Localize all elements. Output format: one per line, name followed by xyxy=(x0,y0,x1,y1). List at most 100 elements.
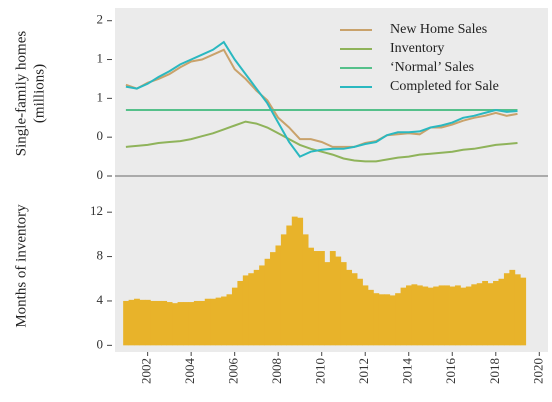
bar xyxy=(270,252,276,346)
bar xyxy=(280,234,287,346)
bar xyxy=(476,283,483,346)
bar xyxy=(308,247,314,346)
y-tick-label: 2 xyxy=(97,12,104,27)
bar xyxy=(128,299,135,346)
x-tick-label: 2004 xyxy=(182,358,197,385)
y-axis-label: (millions) xyxy=(31,64,47,123)
bar xyxy=(139,299,146,346)
y-tick-label: 0 xyxy=(97,336,104,351)
bar xyxy=(253,269,260,346)
bar xyxy=(150,300,157,346)
bar xyxy=(460,287,467,346)
y-tick-label: 0 xyxy=(97,128,104,143)
y-tick-label: 12 xyxy=(90,203,103,218)
y-tick-label: 4 xyxy=(97,292,104,307)
bar xyxy=(411,284,418,346)
x-tick-label: 2010 xyxy=(313,358,328,384)
bar xyxy=(215,297,222,346)
bar xyxy=(123,300,129,346)
bar xyxy=(449,286,456,346)
bar xyxy=(199,300,206,346)
bar xyxy=(155,300,162,346)
bar xyxy=(406,285,412,346)
bar xyxy=(297,217,304,346)
bar xyxy=(313,251,320,346)
bar xyxy=(422,286,429,346)
x-tick-label: 2012 xyxy=(356,358,371,384)
x-tick-label: 2014 xyxy=(400,358,415,385)
bar xyxy=(454,285,461,346)
bar xyxy=(400,287,407,346)
bar xyxy=(487,283,494,346)
series-line xyxy=(125,120,518,163)
bar xyxy=(210,298,217,346)
bar xyxy=(221,296,227,346)
y-tick-label: 8 xyxy=(97,248,104,263)
bar xyxy=(427,287,434,346)
legend-label: Inventory xyxy=(390,41,444,56)
bar xyxy=(367,289,374,346)
bar xyxy=(389,295,396,346)
bar xyxy=(438,285,445,346)
bar xyxy=(291,216,298,346)
legend-label: New Home Sales xyxy=(390,22,487,37)
bar xyxy=(177,302,184,346)
bar xyxy=(193,300,200,346)
bar xyxy=(134,298,140,346)
bar xyxy=(237,280,244,346)
bar xyxy=(378,294,385,346)
bar xyxy=(433,286,440,346)
bar xyxy=(346,269,353,346)
bar xyxy=(514,274,521,346)
bar xyxy=(231,287,238,346)
bar xyxy=(204,298,211,346)
bar xyxy=(362,285,369,346)
bar xyxy=(286,225,293,346)
bar xyxy=(161,300,168,346)
bar xyxy=(509,269,516,346)
bar xyxy=(318,251,325,346)
bar xyxy=(329,251,336,346)
bar xyxy=(324,262,331,346)
bar xyxy=(248,273,255,346)
bar xyxy=(182,302,189,346)
bar xyxy=(416,285,423,346)
bar xyxy=(172,303,178,346)
bar xyxy=(340,262,347,346)
bar xyxy=(520,277,527,346)
y-tick-label: 1 xyxy=(97,51,104,66)
y-tick-label: 0 xyxy=(97,167,104,182)
bar xyxy=(384,294,391,346)
bar xyxy=(166,302,173,346)
series-line xyxy=(125,40,518,158)
legend-label: Completed for Sale xyxy=(390,79,499,94)
legend-label: ‘Normal’ Sales xyxy=(390,60,474,75)
x-tick-label: 2002 xyxy=(139,358,154,384)
bar xyxy=(465,286,472,346)
bar xyxy=(493,280,499,346)
bar xyxy=(498,278,505,346)
x-tick-label: 2008 xyxy=(269,358,284,384)
x-tick-label: 2018 xyxy=(487,358,502,384)
bar xyxy=(373,293,380,346)
series-line xyxy=(125,48,518,148)
bar xyxy=(351,273,358,346)
x-tick-label: 2006 xyxy=(226,358,241,385)
bar xyxy=(357,278,363,346)
bar xyxy=(264,258,271,346)
y-axis-label: Months of inventory xyxy=(13,204,29,328)
bar xyxy=(471,284,478,346)
bar xyxy=(482,280,489,346)
y-axis-label: Single-family homes xyxy=(13,31,29,157)
bar xyxy=(444,285,450,346)
bar xyxy=(188,302,195,346)
bar xyxy=(335,256,342,346)
x-tick-label: 2016 xyxy=(443,358,458,385)
bar xyxy=(395,293,401,346)
bar xyxy=(503,273,510,346)
y-tick-label: 1 xyxy=(97,89,104,104)
bar xyxy=(302,234,309,346)
bar xyxy=(242,275,249,346)
x-tick-label: 2020 xyxy=(530,358,545,384)
